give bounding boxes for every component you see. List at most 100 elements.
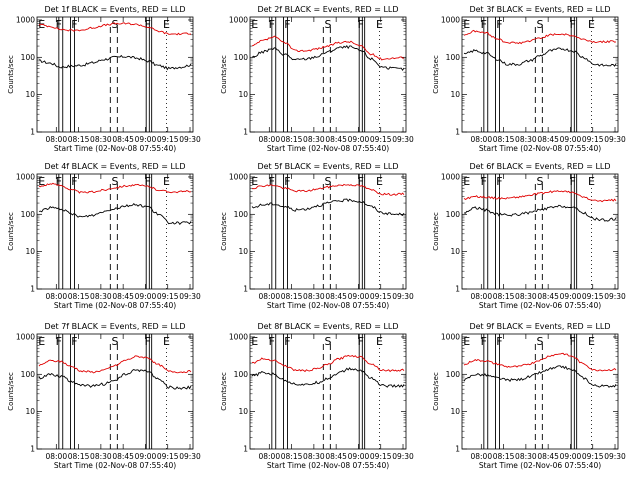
panel-title: Det 7f BLACK = Events, RED = LLD <box>44 322 185 331</box>
x-tick-label: 08:30 <box>303 452 325 461</box>
marker-label: F <box>284 18 290 31</box>
panel-det-7: Det 7f BLACK = Events, RED = LLD 1 10 100 10… <box>7 322 201 470</box>
y-tick-label: 10 <box>450 247 460 256</box>
x-tick-label: 09:15 <box>370 452 392 461</box>
x-axis-label: Start Time (02-Nov-08 07:55:40) <box>54 461 176 470</box>
series-lld-line <box>251 35 405 61</box>
marker-label: F <box>481 175 487 188</box>
panel-title: Det 3f BLACK = Events, RED = LLD <box>469 5 610 14</box>
series-events-line <box>39 54 192 71</box>
plot-frame <box>249 333 407 450</box>
x-tick-label: 09:00 <box>348 135 370 144</box>
marker-label: F <box>358 335 364 348</box>
y-axis-label: Counts/sec <box>7 212 15 251</box>
y-tick-label: 100 <box>446 370 461 379</box>
marker-label: E <box>163 335 170 348</box>
x-tick-label: 08:00 <box>45 292 67 301</box>
panel-det-6: Det 6f BLACK = Events, RED = LLD 1 10 100 10… <box>432 162 626 310</box>
x-tick-label: 08:00 <box>470 452 492 461</box>
series-events-line <box>251 367 405 388</box>
x-tick-label: 08:00 <box>470 135 492 144</box>
plot-frame <box>461 16 619 133</box>
panel-det-8: Det 8f BLACK = Events, RED = LLD 1 10 100 10… <box>220 322 414 470</box>
series-events-line <box>251 45 405 72</box>
x-tick-label: 09:15 <box>582 452 604 461</box>
marker-label: E <box>251 335 258 348</box>
y-axis-label: Counts/sec <box>7 372 15 411</box>
marker-label: F <box>496 335 502 348</box>
x-tick-label: 09:30 <box>392 292 414 301</box>
y-tick-label: 1 <box>30 285 35 294</box>
marker-label: F <box>358 175 364 188</box>
x-tick-label: 08:00 <box>45 452 67 461</box>
y-tick-label: 10 <box>238 247 248 256</box>
x-tick-label: 09:00 <box>560 135 582 144</box>
marker-label: F <box>481 18 487 31</box>
marker-label: S <box>537 18 544 31</box>
y-axis-label: Counts/sec <box>432 55 440 94</box>
x-tick-label: 08:00 <box>258 135 280 144</box>
x-tick-label: 08:15 <box>68 452 90 461</box>
x-tick-label: 09:00 <box>560 292 582 301</box>
y-tick-label: 1000 <box>16 15 35 24</box>
series-lld-line <box>463 190 617 203</box>
panel-title: Det 5f BLACK = Events, RED = LLD <box>257 162 398 171</box>
y-tick-label: 1000 <box>229 172 248 181</box>
y-tick-label: 1 <box>30 128 35 137</box>
x-tick-label: 08:15 <box>493 135 515 144</box>
x-tick-label: 09:15 <box>370 292 392 301</box>
y-axis-label: Counts/sec <box>220 212 228 251</box>
x-tick-label: 09:15 <box>157 135 179 144</box>
x-tick-label: 08:45 <box>325 135 347 144</box>
x-tick-label: 09:30 <box>604 452 626 461</box>
panel-det-2: Det 2f BLACK = Events, RED = LLD 1 10 100 10… <box>220 5 414 153</box>
x-tick-label: 08:00 <box>258 292 280 301</box>
plot-frame <box>36 173 194 290</box>
y-tick-label: 1 <box>455 128 460 137</box>
marker-label: F <box>570 175 576 188</box>
series-lld-line <box>463 352 617 372</box>
x-tick-label: 09:15 <box>582 135 604 144</box>
marker-label: E <box>163 18 170 31</box>
y-tick-label: 10 <box>25 90 35 99</box>
series-events-line <box>251 198 405 216</box>
panel-title: Det 2f BLACK = Events, RED = LLD <box>257 5 398 14</box>
y-tick-label: 10 <box>238 90 248 99</box>
y-tick-label: 1000 <box>16 172 35 181</box>
x-axis-label: Start Time (02-Nov-08 07:55:40) <box>479 144 601 153</box>
x-tick-label: 09:15 <box>370 135 392 144</box>
panel-title: Det 1f BLACK = Events, RED = LLD <box>44 5 185 14</box>
x-tick-label: 09:00 <box>348 452 370 461</box>
y-tick-label: 1 <box>455 285 460 294</box>
y-tick-label: 100 <box>21 53 36 62</box>
marker-label: E <box>463 175 470 188</box>
y-axis-label: Counts/sec <box>7 55 15 94</box>
marker-label: F <box>570 335 576 348</box>
x-tick-label: 09:00 <box>560 452 582 461</box>
series-events-line <box>38 368 192 390</box>
y-axis-label: Counts/sec <box>432 212 440 251</box>
y-tick-label: 1000 <box>441 172 460 181</box>
marker-label: E <box>376 335 383 348</box>
x-tick-label: 08:45 <box>325 452 347 461</box>
y-tick-label: 100 <box>234 53 249 62</box>
series-lld-line <box>251 183 405 196</box>
x-axis-label: Start Time (02-Nov-08 07:55:40) <box>267 301 389 310</box>
marker-label: F <box>56 18 62 31</box>
marker-label: S <box>537 175 544 188</box>
y-tick-label: 1 <box>243 128 248 137</box>
marker-label: F <box>56 175 62 188</box>
panel-det-9: Det 9f BLACK = Events, RED = LLD 1 10 100 10… <box>432 322 626 470</box>
panel-det-5: Det 5f BLACK = Events, RED = LLD 1 10 100 10… <box>220 162 414 310</box>
series-lld-line <box>251 354 405 373</box>
marker-label: E <box>376 175 383 188</box>
marker-label: E <box>588 335 595 348</box>
x-tick-label: 09:30 <box>604 135 626 144</box>
marker-label: F <box>71 18 77 31</box>
marker-label: E <box>38 335 45 348</box>
x-tick-label: 08:15 <box>281 292 303 301</box>
marker-label: F <box>496 18 502 31</box>
y-tick-label: 1000 <box>229 332 248 341</box>
x-tick-label: 08:00 <box>470 292 492 301</box>
